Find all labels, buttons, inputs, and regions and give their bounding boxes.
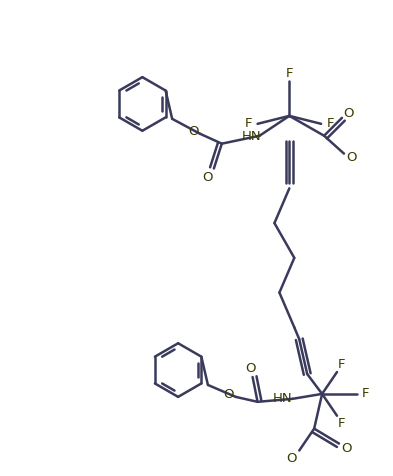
Text: F: F	[338, 357, 346, 371]
Text: O: O	[224, 388, 234, 401]
Text: F: F	[245, 117, 252, 130]
Text: F: F	[286, 67, 293, 79]
Text: HN: HN	[242, 130, 261, 143]
Text: F: F	[338, 417, 346, 430]
Text: O: O	[286, 452, 297, 465]
Text: F: F	[362, 387, 369, 400]
Text: O: O	[347, 151, 357, 164]
Text: O: O	[245, 362, 256, 375]
Text: O: O	[203, 171, 213, 184]
Text: F: F	[326, 117, 334, 130]
Text: O: O	[343, 108, 354, 120]
Text: O: O	[188, 125, 198, 138]
Text: HN: HN	[273, 392, 292, 406]
Text: O: O	[342, 442, 352, 455]
